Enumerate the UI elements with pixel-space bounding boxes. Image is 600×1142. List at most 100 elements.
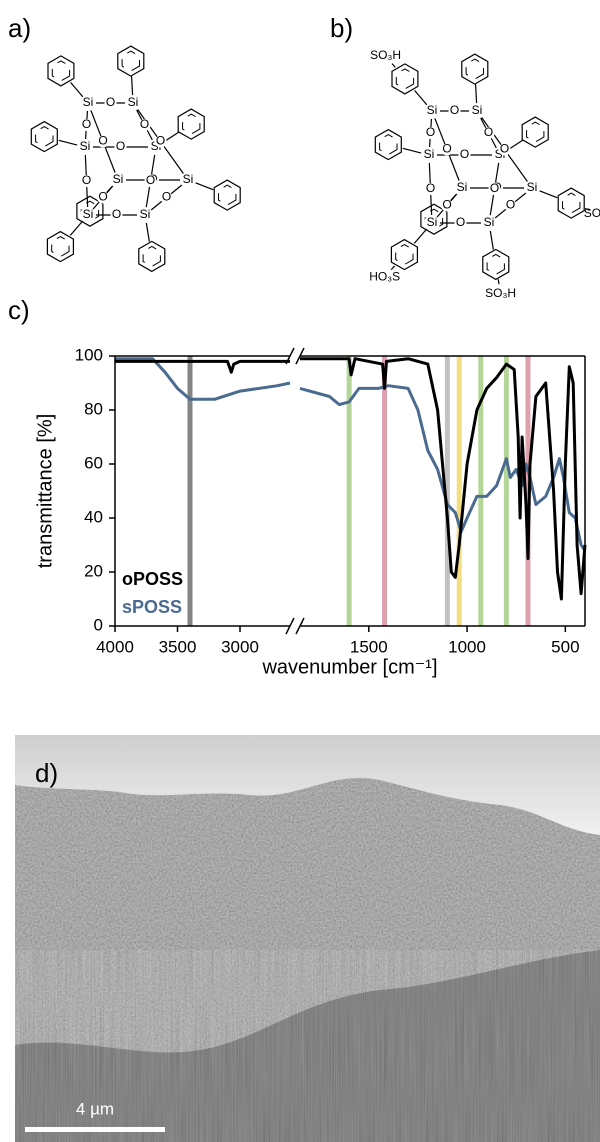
atom-label: O [500, 142, 509, 156]
scale-bar [25, 1127, 165, 1132]
atom-label: Si [113, 172, 124, 186]
atom-bg [524, 180, 540, 196]
bond [414, 89, 428, 106]
bond [195, 182, 214, 191]
bond [58, 139, 78, 146]
atom-bg [424, 215, 440, 231]
atom-label: Si [527, 180, 538, 194]
atom-label: O [442, 198, 451, 212]
atom-bg [80, 207, 96, 223]
atom-label: O [450, 103, 459, 117]
phenyl-inner [395, 244, 414, 266]
sem-substrate-texture [15, 950, 600, 1142]
atom-label: O [506, 198, 515, 212]
atom-label: O [82, 117, 91, 131]
atom-label: Si [80, 139, 91, 153]
atom-label: O [442, 142, 451, 156]
phenyl-inner [526, 121, 545, 143]
atom-bg [482, 127, 495, 139]
atom-label: O [456, 215, 465, 229]
y-tick-label: 60 [84, 453, 103, 472]
atom-label: O [116, 139, 125, 153]
atom-label: O [426, 181, 435, 195]
x-tick-label: 1000 [448, 637, 486, 656]
atom-label: Si [495, 147, 506, 161]
atom-label: O [156, 134, 165, 148]
atom-bg [441, 143, 453, 156]
series-line [115, 357, 587, 601]
phenyl-ring [461, 53, 489, 85]
atom-bg [144, 175, 157, 187]
bond [402, 147, 422, 154]
bond [474, 84, 478, 104]
sulfo-group: HO₃S [369, 269, 400, 283]
bond [69, 220, 84, 236]
phenyl-ring [138, 240, 166, 273]
scale-bar-label: 4 µm [76, 1099, 114, 1118]
legend-entry: oPOSS [122, 569, 183, 589]
ir-chart: 0 20 40 60 80 100 4000 3500 3000 1500 1000 500 waven… [34, 345, 587, 678]
axis-break [295, 617, 305, 635]
phenyl-inner [35, 126, 54, 148]
sulfo-group: SO₃H [370, 48, 401, 62]
x-tick-label: 1500 [350, 637, 388, 656]
atom-label: O [82, 173, 91, 187]
bond [145, 222, 150, 242]
atom-bg [458, 149, 471, 161]
atom-label: Si [183, 172, 194, 186]
axis-break [285, 617, 295, 635]
atom-label: Si [427, 215, 438, 229]
atom-bg [137, 207, 153, 223]
atom-label: Si [457, 180, 468, 194]
phenyl-inner [465, 58, 484, 80]
atom-label: O [162, 190, 171, 204]
axis-break [295, 347, 305, 365]
atom-label: Si [484, 215, 495, 229]
atom-label: O [106, 95, 115, 109]
phenyl-ring [213, 179, 241, 211]
x-tick-label: 3500 [159, 637, 197, 656]
bond [584, 207, 591, 211]
atom-label: Si [427, 103, 438, 117]
phenyl-ring [30, 120, 58, 153]
phenyl-ring [521, 116, 549, 148]
sulfo-group: SO₃H [485, 286, 516, 300]
panel-label: c) [8, 295, 30, 325]
atom-bg [454, 217, 467, 229]
phenyl-ring [117, 45, 145, 77]
phenyl-ring [391, 63, 419, 95]
atom-bg [160, 191, 173, 204]
bond [70, 81, 84, 98]
atom-bg [469, 103, 485, 119]
phenyl-inner [51, 236, 70, 258]
atom-bg [441, 199, 453, 212]
atom-bg [80, 95, 96, 111]
bond [391, 63, 396, 68]
panel-label: d) [35, 758, 58, 788]
y-tick-label: 0 [94, 615, 103, 634]
bond [130, 76, 134, 96]
phenyl-ring [557, 187, 585, 219]
atom-bg [504, 199, 517, 212]
phenyl-inner [395, 68, 415, 90]
atom-label: O [98, 134, 107, 148]
atom-label: Si [128, 95, 139, 109]
bond [413, 228, 428, 244]
atom-bg [110, 172, 126, 188]
sem-image: 4 µm [15, 735, 600, 1142]
phenyl-ring [420, 203, 448, 235]
atom-bg [448, 105, 461, 117]
legend-entry: sPOSS [122, 597, 182, 617]
atom-bg [488, 183, 501, 195]
atom-bg [125, 95, 141, 111]
atom-label: Si [140, 207, 151, 221]
phenyl-inner [182, 113, 201, 135]
sem-crust [15, 735, 600, 835]
atom-label: Si [83, 95, 94, 109]
y-tick-label: 20 [84, 561, 103, 580]
bond [390, 265, 395, 271]
x-tick-label: 500 [551, 637, 579, 656]
atom-bg [138, 119, 151, 131]
